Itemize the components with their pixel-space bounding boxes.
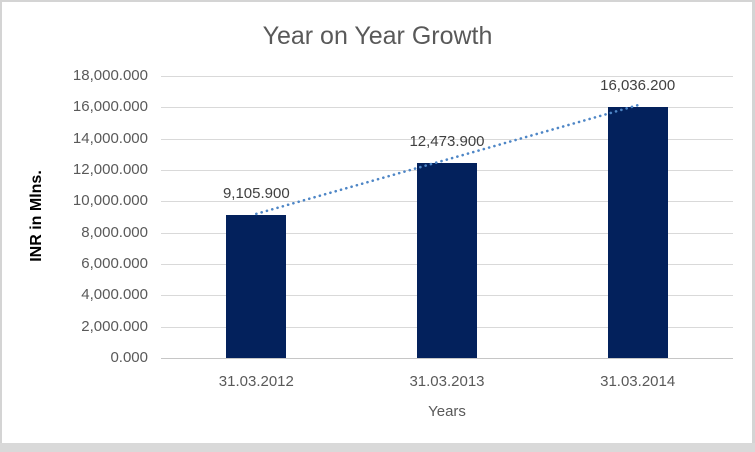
gridline (161, 138, 733, 140)
chart-title: Year on Year Growth (262, 22, 493, 50)
y-tick-label: 2,000.000 (81, 317, 148, 335)
trendline (255, 103, 639, 216)
y-tick-label: 4,000.000 (81, 286, 148, 304)
x-tick-label: 31.03.2012 (218, 373, 294, 390)
bar (226, 215, 287, 358)
x-tick-label: 31.03.2014 (600, 373, 676, 390)
y-tick-label: 16,000.000 (72, 98, 148, 116)
y-tick-label: 6,000.000 (81, 255, 148, 272)
plot-area (161, 76, 733, 359)
trendline-path (255, 103, 639, 216)
x-axis-line (161, 358, 733, 359)
y-tick-label: 18,000.000 (72, 67, 148, 84)
y-tick-label: 8,000.000 (81, 223, 148, 241)
chart-bottom-border (0, 443, 755, 452)
gridline (161, 76, 733, 77)
y-tick-label: 14,000.000 (72, 129, 148, 147)
bar-data-label: 12,473.900 (409, 132, 485, 150)
y-tick-label: 10,000.000 (72, 192, 148, 210)
bar-data-label: 9,105.900 (222, 185, 290, 203)
y-axis-title: INR in Mlns. (28, 170, 45, 262)
bar (607, 106, 668, 358)
y-tick-label: 0.000 (110, 349, 148, 366)
bar-data-label: 16,036.200 (600, 76, 676, 94)
y-tick-label: 12,000.000 (72, 161, 148, 178)
bar (417, 162, 477, 358)
x-tick-label: 31.03.2013 (409, 373, 485, 390)
x-axis-title: Years (428, 403, 466, 420)
gridline (161, 107, 733, 109)
